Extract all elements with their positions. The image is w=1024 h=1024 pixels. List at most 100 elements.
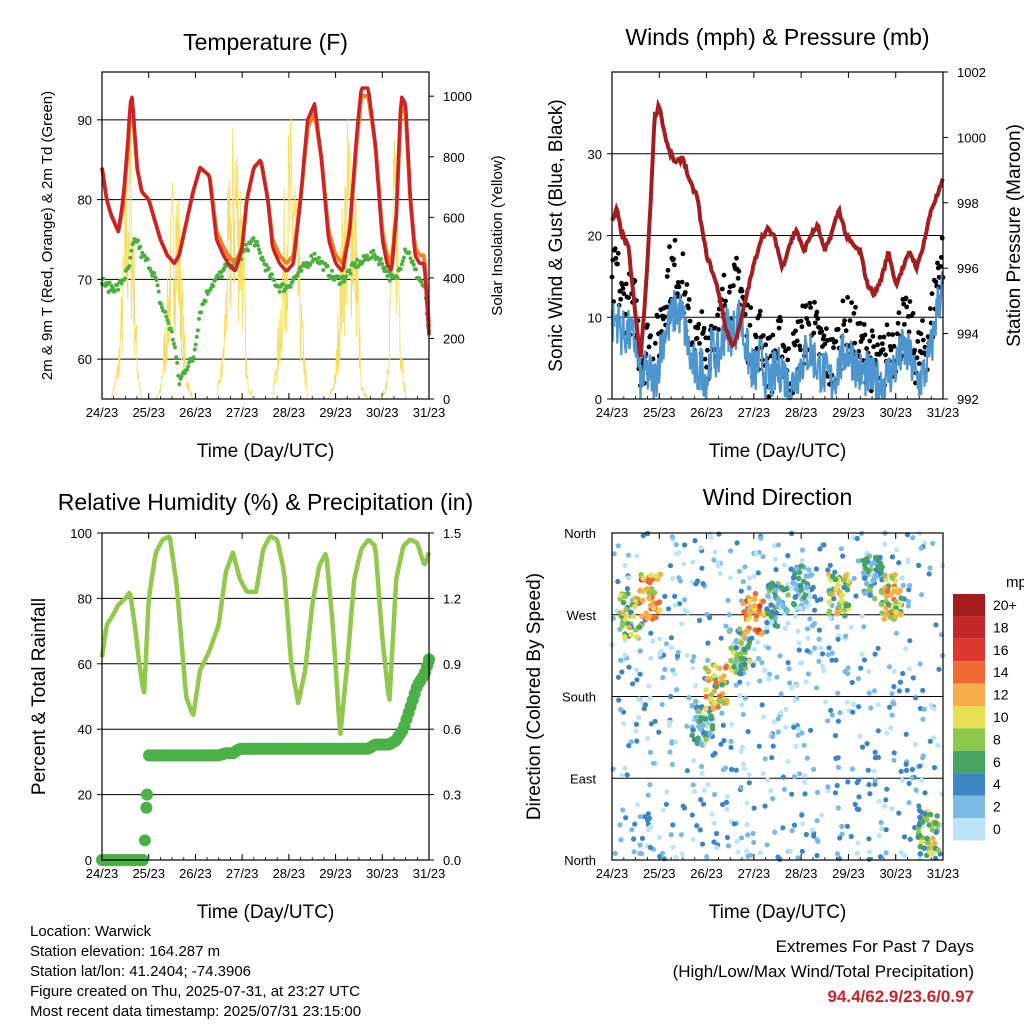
direction-point	[679, 851, 685, 857]
direction-point	[644, 735, 651, 742]
x-tick-label: 27/23	[226, 405, 259, 420]
direction-point	[669, 761, 676, 768]
direction-point	[876, 554, 883, 561]
direction-point	[884, 786, 890, 792]
direction-point	[626, 743, 632, 749]
gust-point	[808, 305, 813, 310]
gust-point	[675, 280, 681, 285]
gust-point	[679, 279, 685, 285]
direction-point	[849, 679, 855, 686]
direction-point	[903, 761, 909, 768]
direction-point	[789, 685, 795, 691]
direction-point	[804, 755, 811, 761]
direction-point	[772, 587, 779, 593]
direction-point	[750, 830, 756, 837]
direction-point	[662, 666, 668, 673]
gust-point	[671, 256, 676, 262]
gust-point	[938, 264, 943, 269]
direction-point	[768, 787, 774, 794]
legend-swatch	[953, 616, 985, 639]
direction-point	[806, 567, 812, 573]
gust-point	[727, 289, 732, 295]
dewpoint-point	[175, 360, 180, 365]
direction-point	[639, 613, 645, 619]
direction-point	[878, 601, 885, 608]
direction-point	[705, 782, 711, 788]
direction-point	[831, 596, 837, 602]
gust-point	[798, 318, 804, 324]
direction-point	[746, 575, 753, 581]
gust-point	[734, 255, 739, 261]
gust-point	[662, 314, 668, 320]
gust-point	[665, 267, 671, 273]
gust-point	[613, 255, 619, 261]
direction-point	[780, 603, 787, 610]
direction-point	[762, 803, 768, 809]
direction-point	[756, 603, 763, 609]
direction-point	[802, 791, 808, 797]
temperature-panel: Temperature (F) 24/23 25/23 26/23 27/23 28/23…	[39, 29, 506, 462]
direction-point	[693, 714, 699, 721]
direction-point	[856, 794, 862, 800]
direction-point	[648, 824, 654, 830]
direction-point	[795, 575, 802, 582]
dewpoint-point	[211, 284, 216, 288]
direction-point	[935, 847, 941, 853]
direction-point	[620, 610, 626, 617]
dewpoint-point	[401, 255, 406, 260]
direction-point	[898, 768, 904, 775]
direction-point	[801, 742, 807, 748]
direction-point	[866, 782, 872, 788]
gust-point	[753, 334, 759, 340]
gust-point	[929, 291, 935, 297]
direction-point	[650, 638, 656, 645]
direction-point	[893, 609, 900, 616]
direction-point	[808, 727, 814, 734]
dewpoint-point	[364, 253, 369, 258]
direction-point	[657, 607, 663, 613]
direction-point	[648, 586, 654, 593]
dewpoint-point	[336, 274, 341, 279]
precip-point	[138, 834, 151, 847]
gust-point	[869, 328, 875, 334]
direction-point	[812, 594, 818, 600]
dewpoint-point	[177, 382, 182, 387]
dewpoint-point	[383, 265, 388, 270]
direction-tick-label: North	[564, 853, 596, 868]
direction-point	[827, 590, 833, 597]
direction-point	[907, 638, 913, 644]
y-right-tick-label: 0.9	[443, 657, 461, 672]
direction-point	[638, 587, 644, 594]
direction-point	[744, 800, 750, 806]
gust-point	[847, 318, 853, 323]
legend-label: 0	[993, 821, 1001, 837]
direction-point	[717, 570, 723, 577]
direction-point	[809, 623, 816, 629]
legend-title: mph	[1006, 574, 1024, 591]
dewpoint-point	[192, 347, 197, 352]
dewpoint-point	[264, 263, 269, 268]
gust-point	[701, 325, 707, 331]
x-tick-label: 28/23	[785, 405, 818, 420]
direction-point	[696, 617, 703, 624]
gust-point	[748, 305, 754, 310]
direction-point	[751, 646, 758, 652]
direction-point	[927, 849, 933, 855]
legend-swatch	[953, 795, 985, 818]
direction-point	[646, 594, 652, 601]
direction-point	[798, 605, 804, 612]
direction-point	[803, 584, 810, 591]
x-tick-label: 26/23	[690, 405, 723, 420]
gust-point	[891, 343, 897, 349]
direction-point	[636, 715, 642, 721]
direction-point	[872, 554, 879, 561]
winds-panel: Winds (mph) & Pressure (mb) 24/23 25/23 26/…	[546, 24, 1024, 462]
legend-label: 2	[993, 799, 1001, 815]
gust-point	[904, 304, 910, 310]
gust-point	[739, 288, 745, 294]
dewpoint-point	[116, 287, 121, 292]
humidity-title: Relative Humidity (%) & Precipitation (i…	[58, 489, 473, 515]
direction-point	[645, 811, 651, 817]
direction-point	[728, 766, 735, 773]
